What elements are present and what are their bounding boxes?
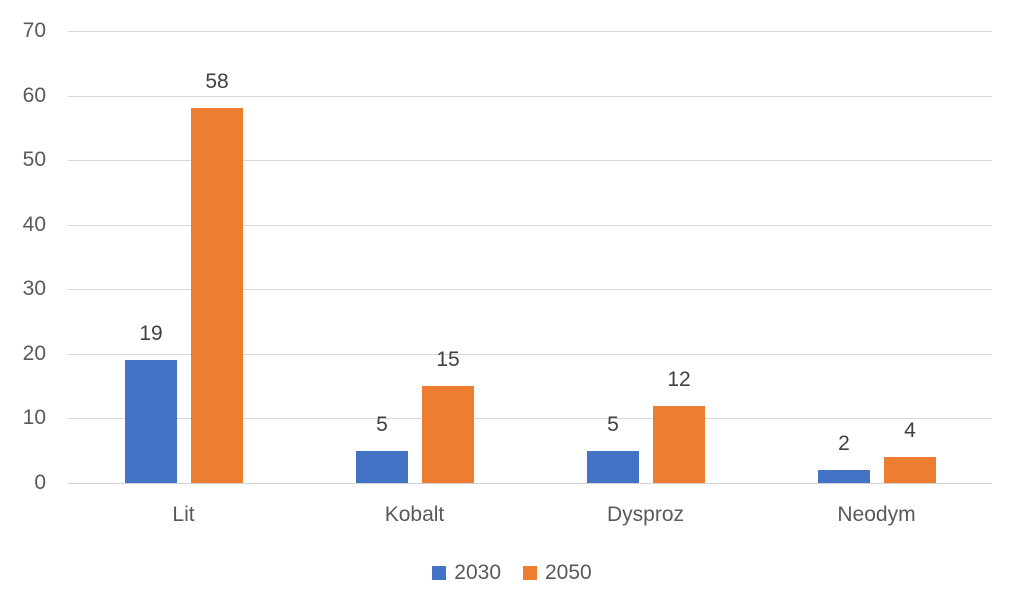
x-axis-line [68, 483, 992, 484]
gridline [68, 31, 992, 32]
gridline [68, 418, 992, 419]
y-axis-tick-label: 60 [22, 84, 46, 107]
gridline [68, 354, 992, 355]
legend-item-2050: 2050 [523, 561, 592, 585]
bar-value-label: 12 [667, 368, 691, 391]
y-axis-tick-label: 70 [22, 19, 46, 42]
category-label-neodym: Neodym [837, 503, 916, 526]
bar-2030-dysproz [587, 451, 639, 483]
gridline [68, 225, 992, 226]
category-label-dysproz: Dysproz [606, 503, 685, 526]
y-axis-tick-label: 0 [34, 471, 46, 494]
category-label-kobalt: Kobalt [384, 503, 445, 526]
legend: 2030 2050 [0, 559, 1024, 587]
legend-swatch-2050 [523, 566, 537, 580]
gridline [68, 96, 992, 97]
bar-value-label: 5 [607, 413, 619, 436]
bar-value-label: 4 [904, 419, 916, 442]
bar-2050-neodym [884, 457, 936, 483]
bar-2030-kobalt [356, 451, 408, 483]
y-axis-tick-label: 10 [22, 406, 46, 429]
bar-value-label: 5 [376, 413, 388, 436]
y-axis-tick-label: 40 [22, 213, 46, 236]
gridline [68, 289, 992, 290]
bar-value-label: 19 [139, 322, 163, 345]
bar-2050-dysproz [653, 406, 705, 483]
bar-2050-kobalt [422, 386, 474, 483]
gridline [68, 160, 992, 161]
y-axis-tick-label: 30 [22, 277, 46, 300]
legend-label: 2050 [545, 561, 592, 584]
bar-2050-lit [191, 108, 243, 483]
bar-value-label: 15 [436, 348, 460, 371]
category-label-lit: Lit [172, 503, 195, 526]
bar-value-label: 2 [838, 432, 850, 455]
legend-swatch-2030 [432, 566, 447, 580]
bar-value-label: 58 [205, 70, 229, 93]
legend-label: 2030 [454, 561, 501, 584]
bar-2030-lit [125, 360, 177, 483]
legend-item-2030: 2030 [432, 561, 501, 585]
y-axis-tick-label: 50 [22, 148, 46, 171]
y-axis-tick-label: 20 [22, 342, 46, 365]
bar-2030-neodym [818, 470, 870, 483]
